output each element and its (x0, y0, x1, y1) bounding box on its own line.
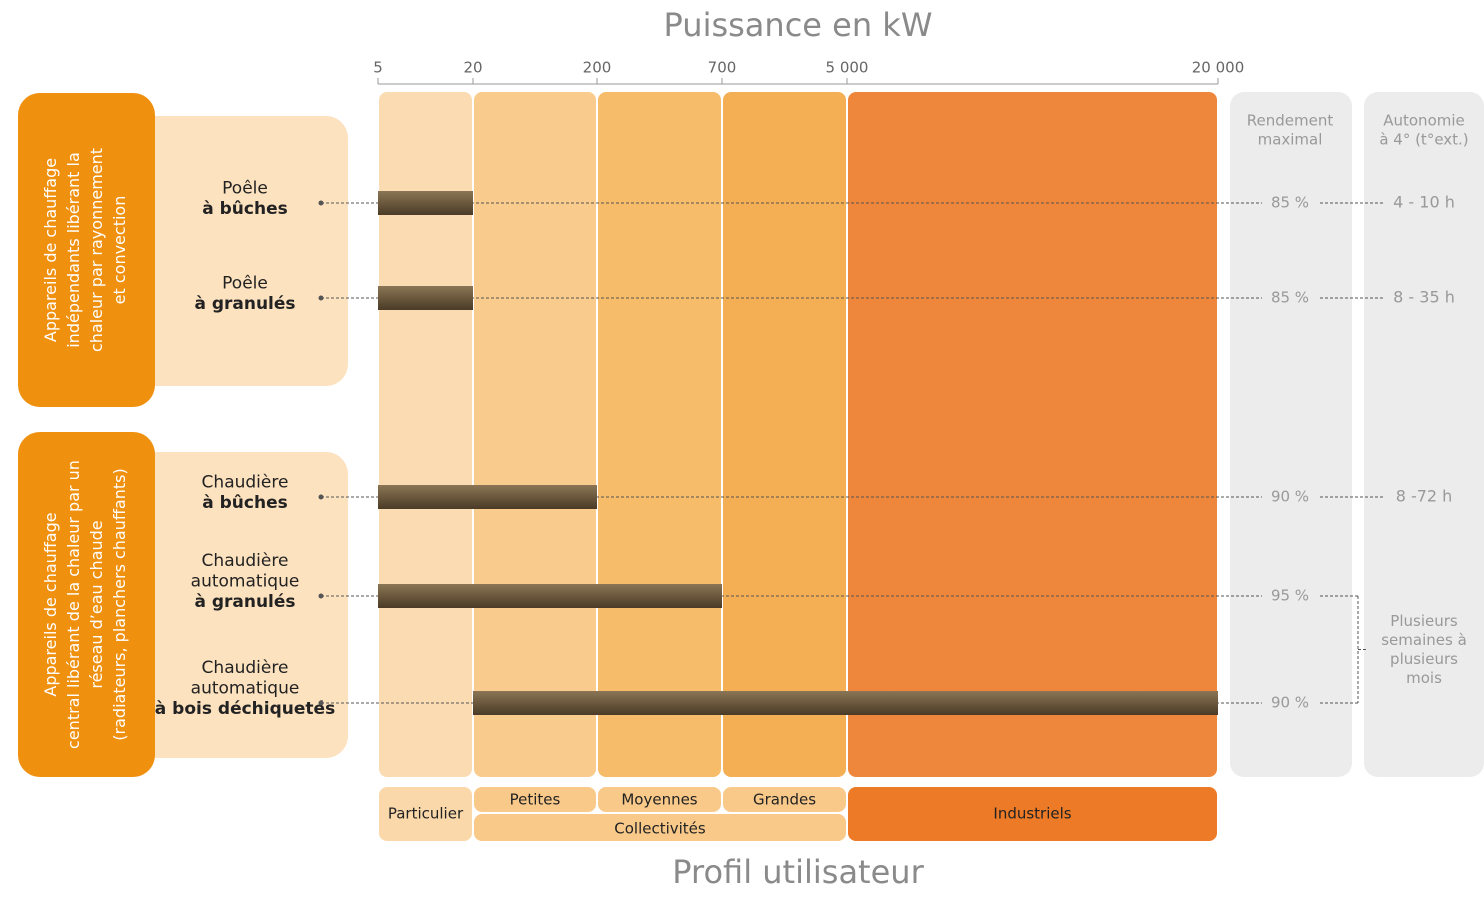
efficiency-label: 85 % (1271, 194, 1309, 212)
profile-group-label: Collectivités (614, 820, 706, 838)
item-label: à bûches (202, 493, 288, 513)
group-label: et convection (110, 196, 129, 305)
efficiency-label: 95 % (1271, 587, 1309, 605)
item-label: à bois déchiquetés (155, 699, 335, 719)
group-label: Appareils de chauffage (41, 512, 60, 696)
profile-label: Petites (510, 791, 561, 809)
chart: Puissance en kW Profil utilisateur 5 20 20… (0, 0, 1484, 893)
profile-zone (598, 92, 721, 777)
column-header: Rendement (1247, 112, 1334, 130)
x-tick-label: 5 (373, 59, 383, 77)
x-tick-label: 5 000 (826, 59, 869, 77)
autonomy-label: semaines à (1381, 631, 1467, 649)
profile-label: Grandes (753, 791, 816, 809)
item-label: Chaudière (202, 473, 289, 493)
x-tick-label: 200 (583, 59, 612, 77)
item-label: à granulés (194, 294, 295, 314)
item-label: Poêle (222, 274, 268, 294)
autonomy-label: 8 - 35 h (1393, 288, 1455, 307)
column-header: maximal (1258, 131, 1323, 149)
profile-label: Moyennes (621, 791, 697, 809)
group-label: chaleur par rayonnement (87, 148, 106, 352)
efficiency-label: 85 % (1271, 289, 1309, 307)
item-label: automatique (191, 679, 300, 699)
column-header: à 4° (t°ext.) (1379, 131, 1468, 149)
autonomy-label: mois (1406, 669, 1442, 687)
x-tick-label: 20 000 (1192, 59, 1245, 77)
range-bar (378, 584, 722, 608)
x-tick-label: 700 (708, 59, 737, 77)
profile-label: Particulier (388, 805, 464, 823)
autonomy-label: Plusieurs (1390, 612, 1458, 630)
item-label: Chaudière (202, 551, 289, 571)
group-label: central libérant de la chaleur par un (64, 460, 83, 749)
item-label: à bûches (202, 199, 288, 219)
range-bar (473, 691, 1218, 715)
item-label: Chaudière (202, 658, 289, 678)
profile-label: Industriels (993, 805, 1071, 823)
range-bar (378, 286, 473, 310)
autonomy-label: 8 -72 h (1396, 487, 1453, 506)
group-label: réseau d’eau chaude (87, 520, 106, 688)
efficiency-label: 90 % (1271, 694, 1309, 712)
x-axis-label: Profil utilisateur (672, 853, 924, 891)
item-label: à granulés (194, 592, 295, 612)
item-label: Poêle (222, 179, 268, 199)
autonomy-label: 4 - 10 h (1393, 193, 1455, 212)
group-label: indépendants libérant la (64, 152, 83, 348)
group-label: Appareils de chauffage (41, 158, 60, 342)
chart-title: Puissance en kW (664, 6, 933, 44)
profile-zone (848, 92, 1217, 777)
profile-zone (474, 92, 596, 777)
efficiency-label: 90 % (1271, 488, 1309, 506)
range-bar (378, 485, 597, 509)
x-tick-label: 20 (463, 59, 482, 77)
profile-zone (723, 92, 846, 777)
autonomy-label: plusieurs (1390, 650, 1458, 668)
range-bar (378, 191, 473, 215)
group-label: (radiateurs, planchers chauffants) (110, 468, 129, 740)
column-header: Autonomie (1383, 112, 1465, 130)
item-label: automatique (191, 572, 300, 592)
